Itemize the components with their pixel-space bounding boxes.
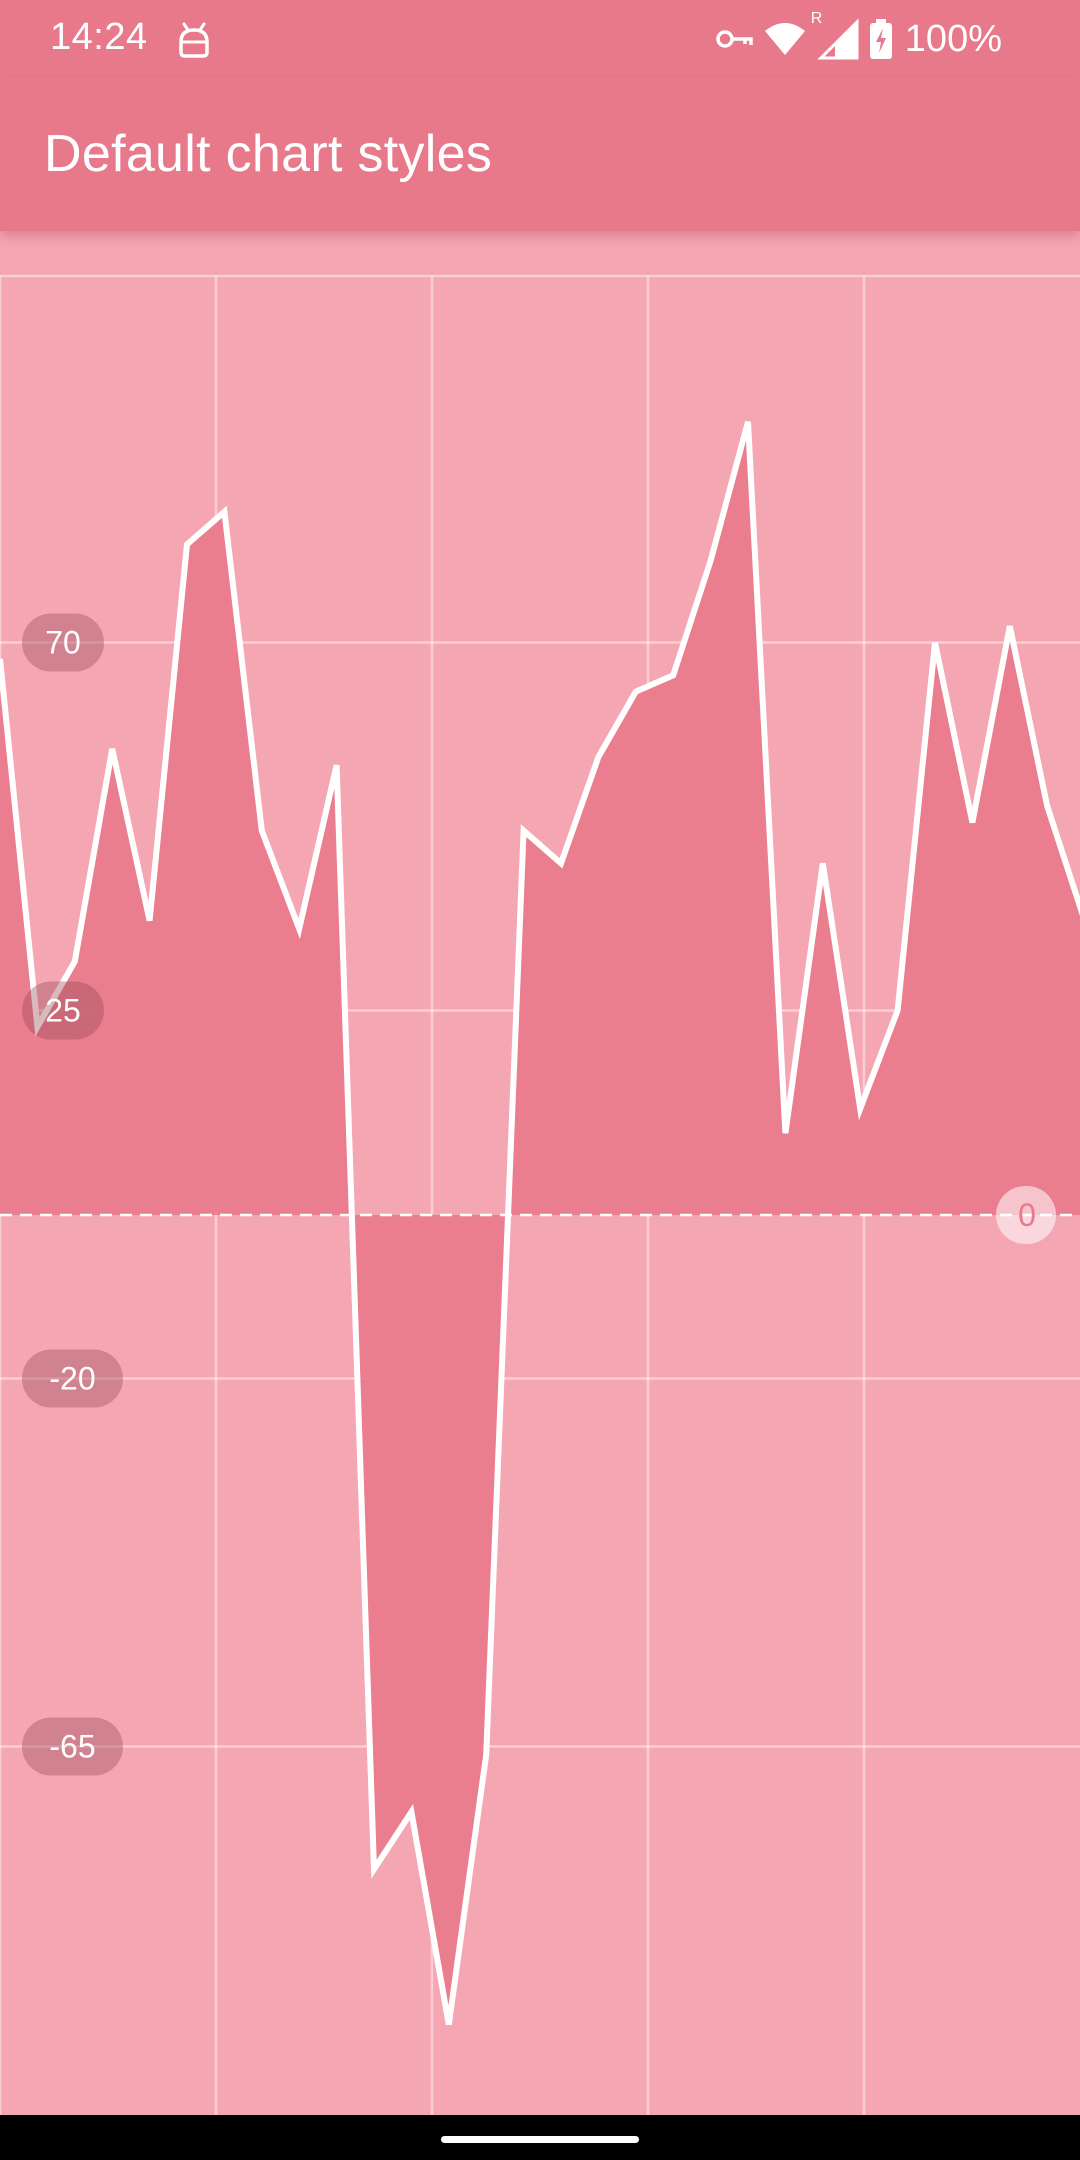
status-icons: R 100%: [715, 10, 1002, 64]
navigation-bar: [0, 2115, 1080, 2160]
baseline-label-pill: [996, 1186, 1056, 1244]
y-tick-label: -20: [49, 1361, 95, 1397]
y-tick-label-pill: [22, 1717, 123, 1776]
roaming-indicator: R: [810, 10, 823, 27]
app-bar: Default chart styles: [0, 78, 1080, 231]
baseline-label: 0: [1018, 1197, 1036, 1233]
y-tick-label: 25: [45, 993, 81, 1029]
chart[interactable]: 70 25 -20 -65 0: [0, 231, 1080, 2115]
signal-icon: [817, 18, 859, 60]
wifi-icon: [764, 23, 805, 55]
battery-charging-icon: [869, 19, 892, 59]
battery-percent: 100%: [904, 17, 1002, 60]
line-chart[interactable]: 70 25 -20 -65 0: [0, 231, 1080, 2115]
vpn-key-icon: [716, 30, 753, 48]
page-title: Default chart styles: [44, 125, 493, 183]
y-tick-label-pill: [22, 613, 104, 672]
y-tick-label-pill: [22, 1349, 123, 1408]
android-robot-icon: [179, 22, 209, 58]
signal-roaming-icon: R: [811, 10, 859, 60]
status-time: 14:24: [50, 16, 148, 58]
status-bar: 14:24 R: [0, 0, 1080, 78]
y-tick-label: -65: [49, 1729, 95, 1765]
home-gesture-handle[interactable]: [441, 2136, 639, 2143]
y-tick-label-pill: [22, 981, 104, 1040]
series-line: [0, 420, 1080, 2026]
y-tick-label: 70: [45, 625, 81, 661]
area-fill: [0, 421, 1080, 2025]
